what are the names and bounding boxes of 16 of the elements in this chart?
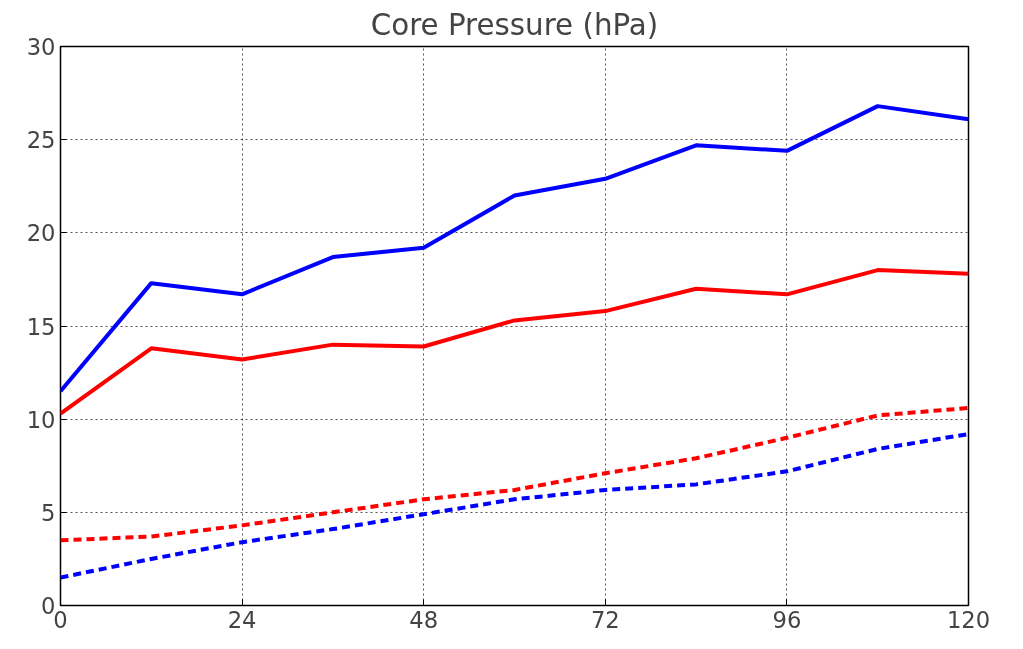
y-tick-label: 20: [26, 220, 56, 247]
line-series: [60, 405, 969, 543]
x-tick-label: 72: [590, 606, 620, 633]
line-series: [60, 432, 969, 580]
y-tick-label: 5: [41, 499, 56, 526]
x-tick-label: 24: [227, 606, 257, 633]
y-tick-label: 30: [26, 34, 56, 60]
x-tick-label: 48: [409, 606, 439, 633]
x-tick-label: 96: [772, 606, 802, 633]
line-series: [60, 104, 969, 394]
y-tick-label: 15: [26, 313, 56, 340]
y-tick-label: 10: [26, 406, 56, 433]
x-tick-label: 120: [946, 606, 991, 633]
line-series: [60, 268, 969, 416]
y-tick-label: 25: [26, 127, 56, 154]
chart-title: Core Pressure (hPa): [370, 7, 659, 42]
